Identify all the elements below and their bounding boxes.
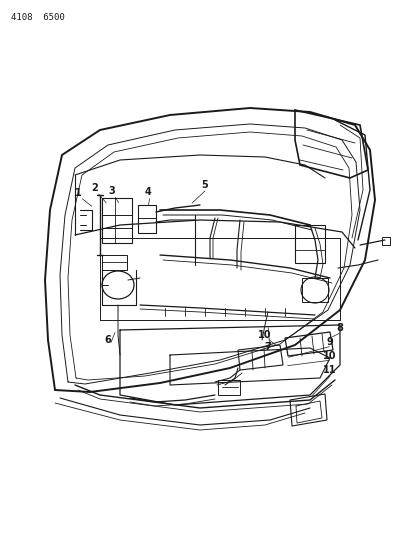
- Bar: [295, 225, 325, 263]
- Bar: [218, 380, 240, 395]
- Text: 4: 4: [144, 187, 151, 197]
- Bar: [138, 205, 156, 233]
- Text: 7: 7: [265, 342, 271, 352]
- Text: 2: 2: [92, 183, 98, 193]
- Text: 11: 11: [323, 365, 337, 375]
- Text: 1: 1: [75, 188, 81, 198]
- Bar: [382, 237, 390, 245]
- Text: 10: 10: [323, 351, 337, 361]
- Text: 8: 8: [337, 323, 344, 333]
- Text: 9: 9: [327, 337, 333, 347]
- Text: 6: 6: [104, 335, 111, 345]
- Bar: [102, 198, 132, 243]
- Bar: [102, 255, 127, 270]
- Bar: [302, 278, 328, 302]
- Text: 3: 3: [109, 186, 115, 196]
- Text: 4108  6500: 4108 6500: [11, 13, 65, 22]
- Text: 5: 5: [202, 180, 208, 190]
- Text: 10: 10: [258, 330, 272, 340]
